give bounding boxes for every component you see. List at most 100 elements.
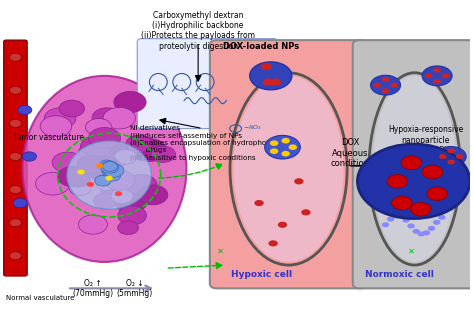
Circle shape xyxy=(9,119,21,127)
Circle shape xyxy=(114,91,146,113)
Circle shape xyxy=(382,222,389,227)
Circle shape xyxy=(69,172,90,187)
Text: DOX
Aqueous
condition: DOX Aqueous condition xyxy=(331,138,370,168)
Circle shape xyxy=(103,162,118,171)
Circle shape xyxy=(132,139,167,162)
Circle shape xyxy=(97,148,122,165)
FancyBboxPatch shape xyxy=(4,40,27,276)
Circle shape xyxy=(387,174,408,188)
Circle shape xyxy=(282,138,290,143)
Circle shape xyxy=(442,73,449,78)
Circle shape xyxy=(392,213,400,218)
Circle shape xyxy=(36,172,70,195)
Text: ✕: ✕ xyxy=(408,247,415,256)
Ellipse shape xyxy=(373,76,457,262)
Circle shape xyxy=(382,88,389,93)
Circle shape xyxy=(270,141,278,146)
Circle shape xyxy=(101,161,122,175)
Text: Normoxic cell: Normoxic cell xyxy=(365,270,434,279)
Circle shape xyxy=(270,148,278,154)
Circle shape xyxy=(102,168,114,176)
Circle shape xyxy=(118,221,138,235)
Circle shape xyxy=(52,152,83,173)
Circle shape xyxy=(433,79,441,84)
Circle shape xyxy=(433,68,441,73)
Circle shape xyxy=(270,78,281,86)
Ellipse shape xyxy=(22,76,186,262)
Circle shape xyxy=(264,136,301,159)
Circle shape xyxy=(93,193,117,209)
Circle shape xyxy=(18,105,32,115)
Circle shape xyxy=(115,192,146,213)
Circle shape xyxy=(374,83,381,88)
Circle shape xyxy=(81,136,112,157)
Circle shape xyxy=(100,183,123,198)
Circle shape xyxy=(407,223,415,228)
Circle shape xyxy=(9,219,21,227)
Circle shape xyxy=(456,154,463,159)
Text: ✕: ✕ xyxy=(217,247,224,256)
Circle shape xyxy=(89,127,120,149)
Circle shape xyxy=(92,108,122,127)
Circle shape xyxy=(401,156,422,170)
Text: $-NO_2$: $-NO_2$ xyxy=(243,124,262,132)
Circle shape xyxy=(151,146,175,162)
Circle shape xyxy=(89,156,120,176)
Circle shape xyxy=(410,203,431,216)
Circle shape xyxy=(78,215,108,234)
Text: DOX-loaded NPs: DOX-loaded NPs xyxy=(223,42,300,51)
Circle shape xyxy=(105,171,121,181)
Circle shape xyxy=(100,161,119,173)
Text: Tumor vasculature: Tumor vasculature xyxy=(13,133,84,142)
Circle shape xyxy=(418,232,425,236)
Circle shape xyxy=(126,135,152,152)
Circle shape xyxy=(98,175,109,183)
Circle shape xyxy=(77,156,104,173)
Text: Hypoxia-responsive
nanoparticle
bearing DOX: Hypoxia-responsive nanoparticle bearing … xyxy=(388,126,463,155)
Circle shape xyxy=(77,170,85,174)
Circle shape xyxy=(44,108,76,129)
Circle shape xyxy=(390,83,398,88)
Circle shape xyxy=(9,186,21,194)
Circle shape xyxy=(9,152,21,161)
Circle shape xyxy=(436,146,466,167)
Circle shape xyxy=(92,159,120,178)
Circle shape xyxy=(438,215,446,220)
FancyBboxPatch shape xyxy=(210,40,367,288)
Circle shape xyxy=(87,182,94,187)
Circle shape xyxy=(111,189,133,203)
Circle shape xyxy=(95,175,111,186)
Circle shape xyxy=(58,167,89,187)
Circle shape xyxy=(301,209,310,215)
Text: O₂ ↓
(5mmHg): O₂ ↓ (5mmHg) xyxy=(117,279,153,298)
Circle shape xyxy=(9,86,21,94)
Circle shape xyxy=(9,252,21,260)
Circle shape xyxy=(85,119,112,136)
Circle shape xyxy=(357,144,470,218)
Circle shape xyxy=(96,177,117,191)
Circle shape xyxy=(447,148,455,153)
Circle shape xyxy=(250,62,292,90)
Circle shape xyxy=(268,240,278,246)
Circle shape xyxy=(425,73,432,78)
Circle shape xyxy=(427,187,447,201)
Circle shape xyxy=(294,178,303,184)
FancyBboxPatch shape xyxy=(137,38,278,129)
Circle shape xyxy=(423,230,430,235)
Circle shape xyxy=(278,222,287,228)
Circle shape xyxy=(255,200,264,206)
Circle shape xyxy=(103,107,136,129)
Circle shape xyxy=(118,206,146,225)
Text: Normal vasculature: Normal vasculature xyxy=(6,295,74,301)
Circle shape xyxy=(100,160,113,169)
Text: Carboxymethyl dextran
(i)Hydrophilic backbone
(ii)Protects the payloads from
pro: Carboxymethyl dextran (i)Hydrophilic bac… xyxy=(141,11,255,51)
Circle shape xyxy=(412,229,420,234)
Circle shape xyxy=(96,163,103,168)
Text: NI derivatives
(i)Induces self-assembly of NPs
(ii)Enables encapsulation of hydr: NI derivatives (i)Induces self-assembly … xyxy=(130,126,277,161)
Circle shape xyxy=(282,151,290,156)
Circle shape xyxy=(105,154,126,168)
Text: Hypoxic cell: Hypoxic cell xyxy=(231,270,292,279)
Circle shape xyxy=(371,75,401,95)
Ellipse shape xyxy=(234,76,344,262)
Circle shape xyxy=(79,143,107,162)
